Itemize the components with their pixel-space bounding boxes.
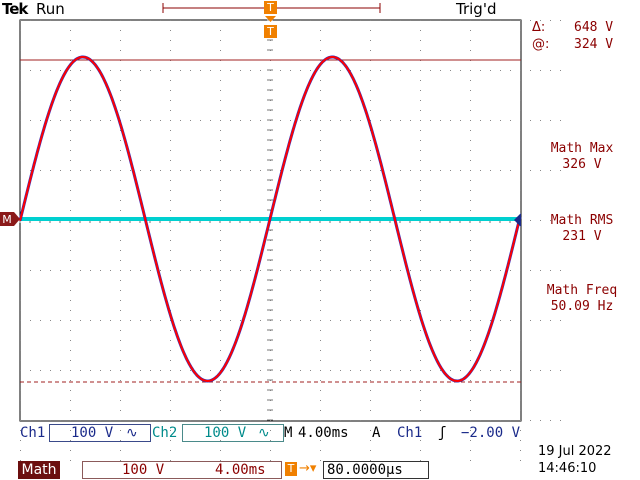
horizontal-position-marker: T [285,462,297,476]
svg-text:M: M [2,213,12,226]
time: 14:46:10 [538,461,597,476]
timebase-value[interactable]: 4.00ms [298,425,349,441]
brand-logo: Tek [2,0,28,18]
trigger-level[interactable]: −2.00 V [461,425,521,441]
cursor-delta-symbol: Δ: [532,20,546,35]
cursor-at-symbol: @: [532,37,550,52]
trigger-source[interactable]: Ch1 [397,425,423,441]
math-scale: 100 V [122,462,165,478]
math-badge[interactable]: Math [18,461,60,479]
ch1-coupling-icon: ∿ [126,425,138,441]
math-time: 4.00ms [215,462,266,478]
measurement-rms-value: 231 V [562,229,602,244]
measurement-freq-label: Math Freq [546,283,618,298]
cursor-at-value: 324 V [574,37,614,52]
ch1-right-marker [514,213,521,227]
horizontal-position-value: 80.0000µs [327,462,403,478]
measurement-rms-label: Math RMS [550,213,614,228]
horizontal-position-box[interactable] [323,461,429,479]
math-settings-box[interactable] [82,461,282,479]
ch2-coupling-icon: ∿ [258,425,270,441]
measurement-freq-value: 50.09 Hz [550,299,614,314]
ch2-settings-box[interactable] [182,424,284,442]
date: 19 Jul 2022 [538,444,612,459]
ch2-label[interactable]: Ch2 [152,425,178,441]
trigger-mode: A [372,425,381,441]
ch2-scale: 100 V [204,425,247,441]
trigger-slope-icon: ʃ [438,425,447,441]
measurement-max-label: Math Max [550,141,614,156]
trigger-marker[interactable]: T T [264,1,277,38]
svg-text:T: T [266,1,274,14]
acquisition-state: Run [36,0,65,18]
math-ground-marker[interactable]: M [0,212,20,226]
measurement-max-value: 326 V [562,157,602,172]
svg-text:T: T [266,25,274,38]
ch1-label[interactable]: Ch1 [20,425,46,441]
timebase-prefix: M [284,425,293,441]
cursor-delta-value: 648 V [574,20,614,35]
ch1-scale: 100 V [71,425,114,441]
arrow-right-icon: →▾ [299,461,317,476]
trigger-status: Trig'd [456,0,497,18]
math-trace [19,56,521,382]
ch1-settings-box[interactable] [49,424,151,442]
